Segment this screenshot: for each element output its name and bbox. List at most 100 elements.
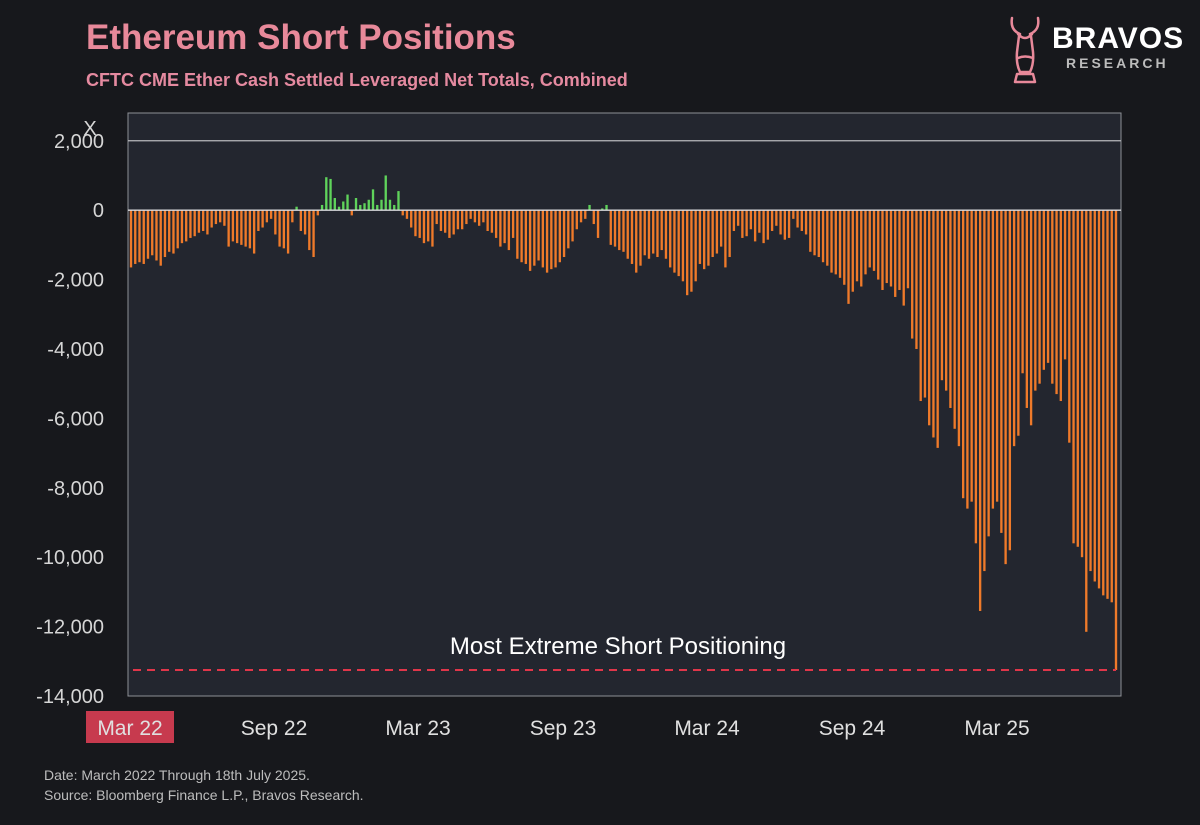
bar [966,210,969,509]
bar [1085,210,1088,632]
x-tick-label: Mar 23 [385,717,450,740]
bar [945,210,948,391]
bar [567,210,570,249]
bar [486,210,489,231]
bar [291,210,294,223]
bar [885,210,888,284]
bar [851,210,854,292]
bar [796,210,799,228]
bar [949,210,952,408]
bar [694,210,697,282]
y-axis-label: X [83,118,96,140]
bar [282,210,286,249]
bar [452,210,455,235]
bar [906,210,910,289]
bar [320,204,324,211]
bar [724,210,727,268]
bar [1063,210,1067,360]
footer-date: Date: March 2022 Through 18th July 2025. [44,767,310,783]
bar [1046,210,1050,363]
bar [401,210,404,216]
bar [346,194,349,211]
x-tick-label: Mar 25 [964,717,1029,740]
bar [779,210,782,235]
bar [605,204,608,211]
bar [189,210,192,238]
bar [465,210,468,225]
bar [490,210,494,233]
bar [609,210,612,245]
bar [528,210,532,271]
bar [838,210,842,278]
extreme-short-annotation: Most Extreme Short Positioning [450,633,786,660]
bar [482,210,485,223]
bar [562,210,566,258]
bar [295,206,298,211]
bar [393,204,396,211]
bar [1051,210,1054,384]
bar [1004,210,1007,565]
bar [168,210,171,252]
bar [439,210,443,231]
bar [898,210,901,290]
bar [473,210,477,223]
bar [206,210,209,235]
bar [1093,210,1096,582]
bar [461,210,464,230]
x-tick-label: Sep 24 [819,717,886,740]
bar [749,210,753,230]
y-tick-label: 2,000 [54,131,104,153]
bar [507,210,511,251]
bar [766,210,770,240]
bar [494,210,498,238]
y-tick-label: -12,000 [36,617,104,639]
bar [635,210,638,273]
bar [1017,210,1020,436]
bar [134,210,137,264]
bar [660,210,663,251]
bar [991,210,995,509]
bar [753,210,757,242]
bar [800,210,803,231]
bar [227,210,230,247]
bar [1080,210,1084,558]
bar [248,210,252,249]
bar [146,210,150,259]
bar [970,210,973,502]
bar [881,210,884,290]
bar [957,210,961,447]
bar [643,210,646,256]
bar [902,210,905,306]
bar [1072,210,1075,544]
ethereum-short-positions-chart: X2,000 0 -2,000 -4,000 -6,000 -8,000 -10,000 -1… [36,112,1122,743]
bar [550,210,553,270]
bar [715,210,719,254]
bar [524,210,528,264]
bar [656,210,659,258]
bar [163,210,167,258]
bar [197,210,201,233]
y-tick-label: 0 [93,200,104,222]
bar [231,210,235,242]
bar [363,203,366,211]
bar [286,210,290,254]
bar [872,210,876,271]
bar [257,210,260,231]
bar [889,210,893,287]
bar [596,210,600,238]
bar [622,210,625,252]
bar [669,210,672,268]
bar [274,210,277,235]
bar [809,210,812,252]
bar [673,210,676,273]
bar [278,210,281,247]
bar [299,210,302,231]
bar [601,208,604,211]
bar [936,210,939,448]
bar [978,210,982,611]
bar [711,210,714,258]
bar [554,210,557,268]
bar [1029,210,1033,426]
bar [588,204,591,211]
bar [915,210,918,349]
